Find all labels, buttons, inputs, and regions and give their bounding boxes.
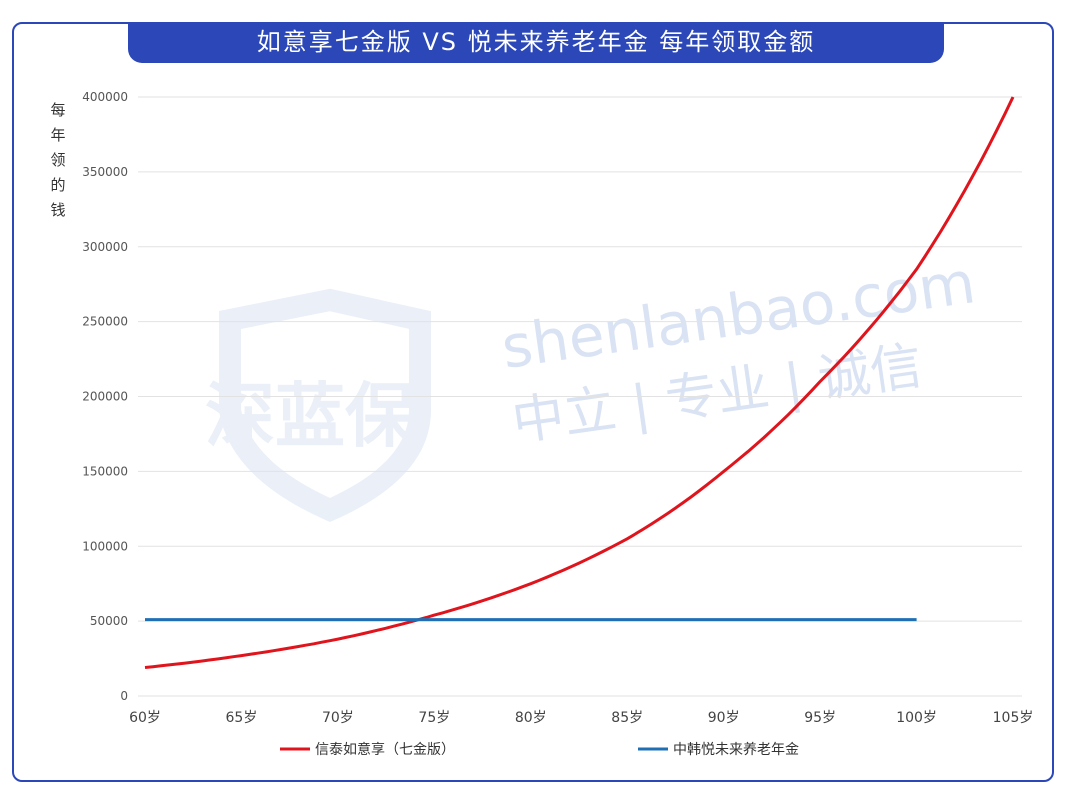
- watermark-logo: 深蓝保: [205, 288, 431, 523]
- y-axis-label-char: 的: [50, 176, 66, 194]
- y-axis-label-char: 年: [50, 126, 66, 144]
- x-axis-ticks: 60岁 65岁 70岁 75岁 80岁 85岁 90岁 95岁 100岁 105岁: [129, 710, 1033, 726]
- x-tick-label: 95岁: [804, 710, 836, 726]
- y-tick-label: 0: [120, 689, 128, 703]
- y-axis-ticks: 0 50000 100000 150000 200000 250000 300000 3500…: [82, 90, 128, 703]
- x-tick-label: 100岁: [896, 710, 937, 726]
- y-tick-label: 300000: [82, 240, 128, 254]
- y-tick-label: 50000: [90, 614, 128, 628]
- chart-frame: [12, 22, 1054, 782]
- watermark-logo-text: 深蓝保: [205, 375, 416, 457]
- legend-label: 信泰如意享（七金版）: [315, 741, 455, 758]
- x-tick-label: 70岁: [322, 710, 354, 726]
- y-tick-label: 400000: [82, 90, 128, 104]
- chart-title: 如意享七金版 VS 悦未来养老年金 每年领取金额: [128, 22, 944, 63]
- x-tick-label: 85岁: [611, 710, 643, 726]
- y-axis-label-char: 领: [50, 151, 66, 169]
- series-lines: [144, 96, 1015, 669]
- y-tick-label: 350000: [82, 165, 128, 179]
- series-line-1: [144, 96, 1015, 669]
- y-tick-label: 150000: [82, 464, 128, 478]
- x-tick-label: 65岁: [226, 710, 258, 726]
- x-tick-label: 105岁: [993, 710, 1034, 726]
- x-tick-label: 75岁: [418, 710, 450, 726]
- legend: 信泰如意享（七金版） 中韩悦未来养老年金: [280, 741, 799, 758]
- x-tick-label: 90岁: [708, 710, 740, 726]
- y-axis-label-char: 钱: [50, 201, 66, 219]
- y-tick-label: 100000: [82, 539, 128, 553]
- y-axis-label-char: 每: [50, 101, 66, 119]
- y-tick-label: 250000: [82, 315, 128, 329]
- y-axis-label: 每年领的钱: [46, 98, 70, 223]
- watermark: 深蓝保 shenlanbao.com 中立 | 专业 | 诚信: [205, 248, 979, 523]
- x-tick-label: 60岁: [129, 710, 161, 726]
- x-tick-label: 80岁: [515, 710, 547, 726]
- y-tick-label: 200000: [82, 390, 128, 404]
- grid: [138, 96, 1022, 697]
- legend-label: 中韩悦未来养老年金: [673, 742, 799, 758]
